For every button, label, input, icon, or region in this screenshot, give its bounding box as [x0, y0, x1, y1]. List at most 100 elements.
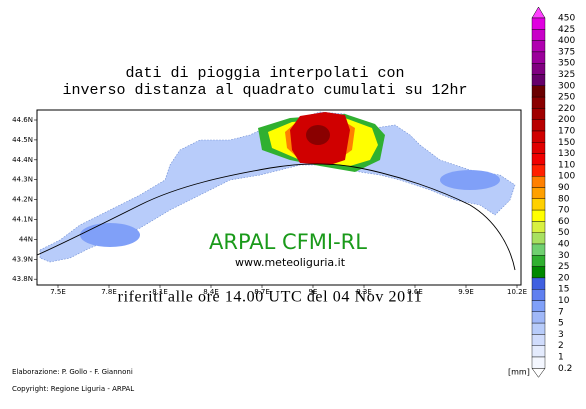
colorbar-segment [531, 311, 546, 324]
colorbar-segment [531, 85, 546, 98]
colorbar-label: 150 [558, 138, 575, 148]
lon-label: 8.7E [254, 288, 270, 296]
colorbar-segment [531, 277, 546, 290]
lat-label: 44.1N [12, 216, 33, 224]
colorbar-label: 1 [558, 353, 564, 363]
region [39, 111, 516, 263]
colorbar-segment [531, 164, 546, 177]
colorbar-label: 170 [558, 127, 575, 137]
lat-label: 44.5N [12, 136, 33, 144]
colorbar-segment [531, 334, 546, 346]
colorbar-label: 7 [558, 307, 564, 317]
colorbar-label: 15 [558, 285, 569, 295]
lon-label: 9.3E [356, 288, 372, 296]
watermark: ARPAL CFMI-RL [209, 230, 367, 254]
colorbar-under [531, 368, 546, 378]
colorbar-label: 5 [558, 319, 564, 329]
lon-label: 9.9E [458, 288, 474, 296]
colorbar-label: 375 [558, 47, 575, 57]
colorbar-label: 130 [558, 149, 575, 159]
colorbar-segment [531, 29, 546, 41]
lon-label: 7.8E [101, 288, 117, 296]
colorbar-label: 25 [558, 262, 569, 272]
colorbar-label: 200 [558, 115, 575, 125]
map: ARPAL CFMI-RL www.meteoliguria.it [36, 109, 522, 286]
colorbar-label: 30 [558, 251, 570, 261]
lat-label: 43.9N [12, 255, 33, 263]
colorbar-label: 110 [558, 160, 575, 170]
colorbar-segment [531, 356, 546, 369]
colorbar-label: 325 [558, 70, 575, 80]
colorbar-label: 350 [558, 59, 575, 69]
rain-area [440, 170, 500, 190]
rain-area [80, 223, 140, 247]
colorbar-label: 450 [558, 14, 575, 24]
colorbar-segment [531, 142, 546, 154]
lon-label: 9.6E [407, 288, 423, 296]
colorbar-over [531, 6, 546, 19]
colorbar-segment [531, 266, 546, 279]
colorbar-segment [531, 108, 546, 120]
lat-label: 44.4N [12, 156, 33, 164]
colorbar-segment [531, 130, 546, 143]
lon-label: 8.1E [152, 288, 168, 296]
colorbar-segment [531, 232, 546, 245]
lat-label: 43.8N [12, 275, 33, 283]
lat-label: 44.2N [12, 196, 33, 204]
colorbar-label: 220 [558, 104, 575, 114]
credit: Elaborazione: P. Gollo - F. Giannoni [12, 368, 133, 376]
colorbar-label: 70 [558, 206, 570, 216]
colorbar-label: 60 [558, 217, 570, 227]
colorbar-segment [531, 322, 546, 335]
credit: Copyright: Regione Liguria - ARPAL [12, 385, 134, 393]
colorbar: 4504254003753503253002502202001701501301… [531, 6, 575, 378]
colorbar-segment [531, 300, 546, 313]
colorbar-segment [531, 119, 546, 132]
colorbar-segment [531, 209, 546, 222]
colorbar-label: 90 [558, 183, 570, 193]
colorbar-label: 2 [558, 341, 564, 351]
colorbar-segment [531, 175, 546, 188]
lon-label: 10.2E [507, 288, 527, 296]
colorbar-label: 80 [558, 194, 570, 204]
lat-label: 44.3N [12, 176, 33, 184]
colorbar-segment [531, 40, 546, 53]
colorbar-label: 400 [558, 36, 575, 46]
colorbar-label: 3 [558, 330, 564, 340]
colorbar-segment [531, 63, 546, 75]
lon-label: 9E [309, 288, 318, 296]
colorbar-segment [531, 17, 546, 30]
colorbar-segment [531, 153, 546, 166]
colorbar-label: 40 [558, 240, 570, 250]
subtitle: riferiti alle ore 14.00 UTC del 04 Nov 2… [118, 289, 423, 306]
colorbar-segment [531, 51, 546, 64]
unit-label: [mm] [508, 368, 530, 377]
colorbar-segment [531, 255, 546, 267]
colorbar-segment [531, 187, 546, 200]
website: www.meteoliguria.it [235, 256, 346, 269]
colorbar-label: 100 [558, 172, 575, 182]
lat-label: 44N [19, 235, 33, 243]
coastline [36, 163, 516, 271]
title-line: dati di pioggia interpolati con [125, 65, 404, 82]
lon-label: 8.4E [203, 288, 219, 296]
colorbar-segment [531, 243, 546, 256]
colorbar-label: 300 [558, 81, 575, 91]
colorbar-segment [531, 221, 546, 233]
colorbar-label: 50 [558, 228, 570, 238]
colorbar-label: 250 [558, 93, 575, 103]
rain-area [306, 125, 330, 145]
map-ticks: 7.5E 7.8E 8.1E 8.4E 8.7E 9E 9.3E 9.6E 9.9E 10.2E 4… [12, 116, 527, 296]
colorbar-segment [531, 96, 546, 109]
colorbar-segment [531, 74, 546, 87]
colorbar-label: 425 [558, 25, 575, 35]
title-line: inverso distanza al quadrato cumulati su… [62, 82, 467, 99]
colorbar-label: 0.2 [558, 364, 572, 374]
colorbar-label: 20 [558, 273, 570, 283]
colorbar-segment [531, 345, 546, 358]
lon-label: 7.5E [50, 288, 66, 296]
colorbar-segment [531, 289, 546, 301]
lat-label: 44.6N [12, 116, 33, 124]
colorbar-label: 10 [558, 296, 570, 306]
